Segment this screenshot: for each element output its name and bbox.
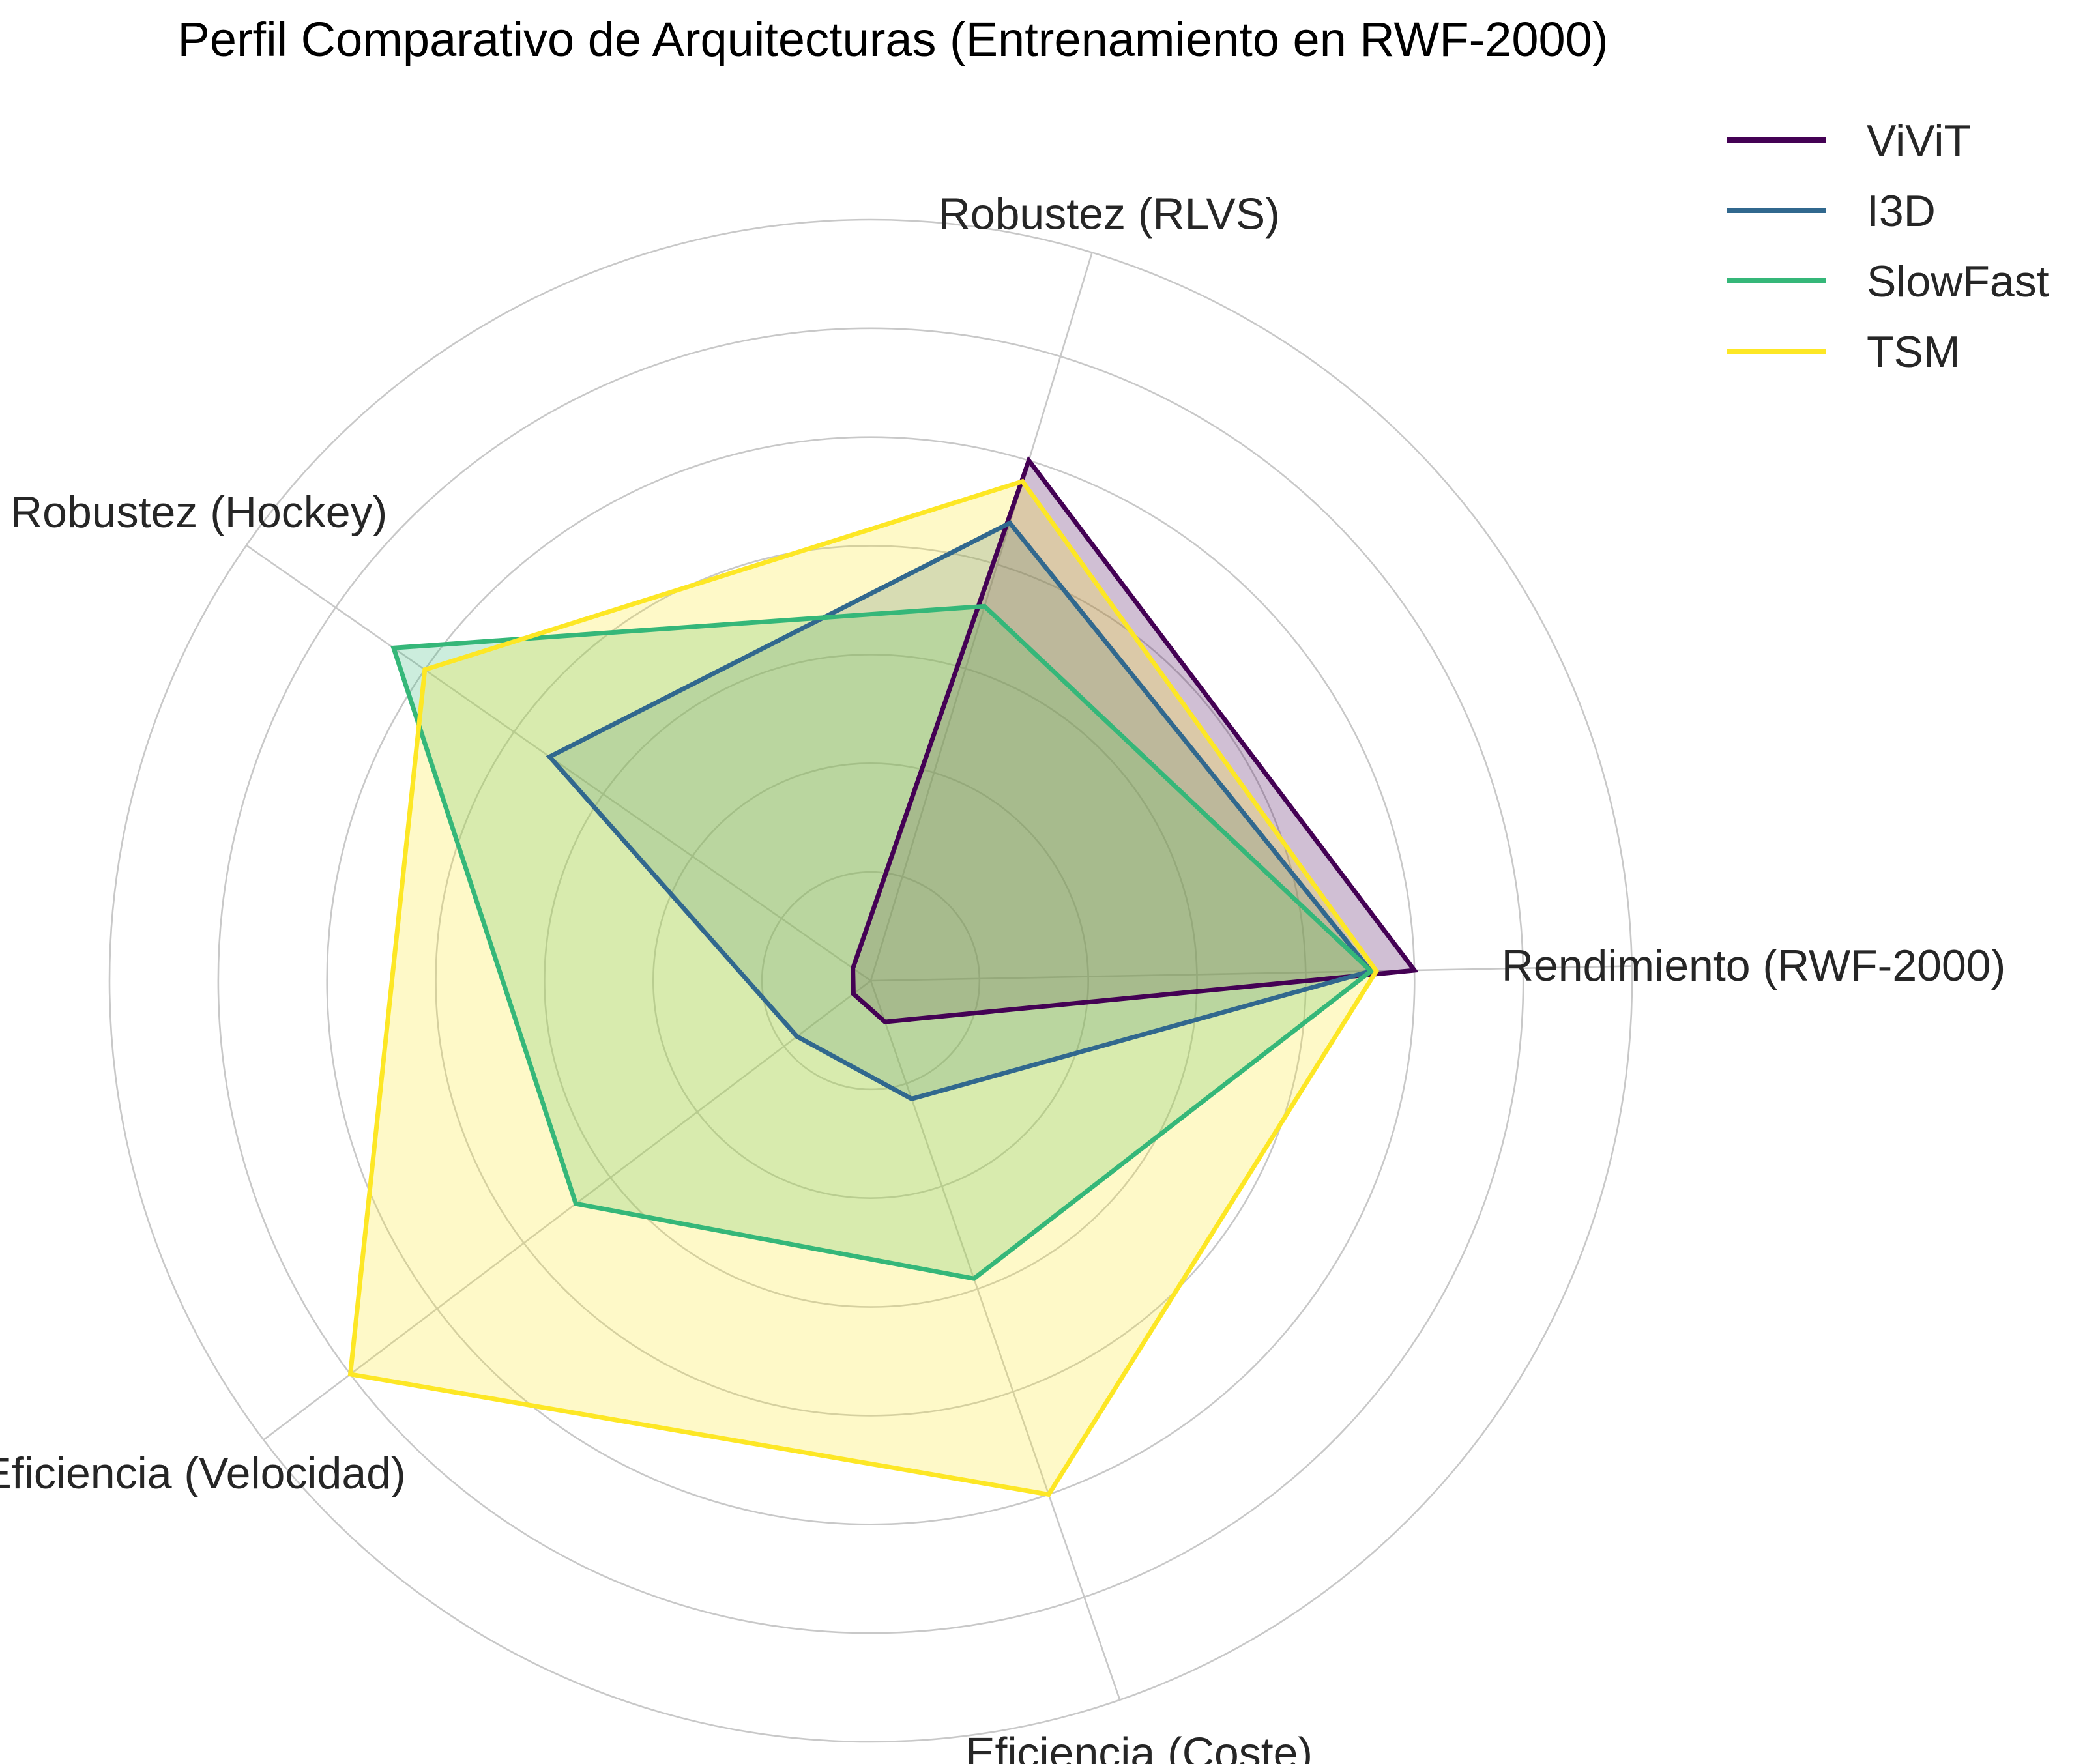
axis-label-4: Eficiencia (Velocidad) — [0, 1449, 406, 1498]
axis-spoke-2 — [869, 252, 1093, 981]
axis-spoke-3 — [246, 544, 871, 982]
series-line-slowfast — [390, 603, 1375, 1281]
axis-label-5: Eficiencia (Coste) — [965, 1729, 1313, 1764]
series-line-i3d — [546, 520, 1375, 1102]
legend-label-i3d: I3D — [1867, 186, 1936, 236]
series-line-vivit — [851, 455, 1419, 1024]
grid-ring-2 — [652, 762, 1090, 1200]
series-fill-i3d — [549, 523, 1371, 1099]
grid-ring-5 — [326, 436, 1416, 1525]
axis-label-3: Robustez (Hockey) — [10, 487, 387, 537]
legend: ViViT I3D SlowFast TSM — [1727, 116, 2049, 377]
axis-spoke-1 — [870, 965, 1632, 982]
legend-label-vivit: ViViT — [1867, 116, 1971, 166]
series-line-tsm — [347, 478, 1379, 1497]
grid-ring-7 — [108, 218, 1633, 1743]
grid-ring-6 — [217, 327, 1524, 1634]
series-layer — [347, 455, 1419, 1497]
series-fill-slowfast — [393, 606, 1371, 1279]
chart-title: Perfil Comparativo de Arquitecturas (Ent… — [178, 12, 1609, 66]
axis-label-2: Robustez (RLVS) — [939, 189, 1280, 239]
legend-label-tsm: TSM — [1867, 327, 1961, 377]
axis-labels: Rendimiento (RWF-2000) Robustez (RLVS) Rob… — [0, 189, 2005, 1764]
grid-ring-1 — [761, 871, 981, 1091]
axis-spoke-4 — [263, 979, 871, 1441]
grid-ring-3 — [544, 654, 1198, 1308]
legend-label-slowfast: SlowFast — [1867, 257, 2049, 306]
axis-label-1: Rendimiento (RWF-2000) — [1502, 941, 2005, 990]
